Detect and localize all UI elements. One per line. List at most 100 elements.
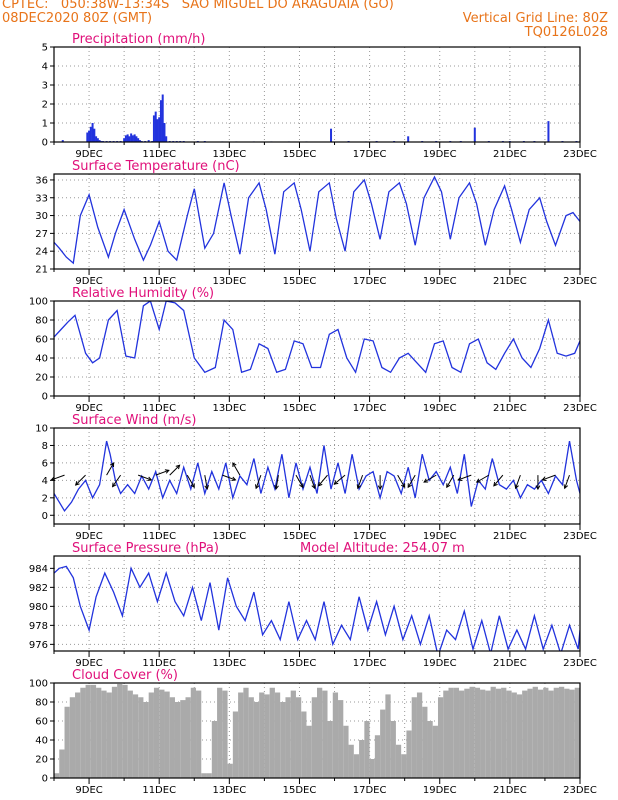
- y-tick-label: 27: [35, 229, 48, 240]
- data-bar: [138, 140, 141, 142]
- x-tick-label: 11DEC: [142, 403, 176, 414]
- wind-vector: [186, 474, 195, 488]
- x-tick-label: 13DEC: [212, 658, 246, 669]
- wind-arrowhead: [541, 476, 547, 482]
- plot-frame: [53, 46, 581, 143]
- y-tick-label: 4: [42, 62, 48, 73]
- data-bar: [485, 690, 491, 778]
- x-tick-label: 17DEC: [353, 149, 387, 160]
- wind-arrowhead: [255, 484, 260, 490]
- x-tick-label: 13DEC: [212, 403, 246, 414]
- wind-vector: [106, 462, 115, 476]
- x-tick-label: 19DEC: [423, 276, 457, 287]
- data-bar: [201, 773, 207, 778]
- y-tick-label: 980: [29, 602, 48, 613]
- data-bar: [59, 749, 65, 778]
- data-bar: [359, 740, 365, 778]
- y-tick-label: 3: [42, 81, 48, 92]
- data-bar: [148, 692, 154, 778]
- data-bar: [516, 694, 523, 778]
- data-bar: [222, 690, 228, 778]
- y-tick-label: 0: [42, 138, 48, 149]
- wind-arrowhead: [109, 462, 115, 468]
- data-bar: [269, 687, 275, 778]
- data-bar: [190, 687, 197, 778]
- chart-temperature: Surface Temperature (nC) 21 24 27 30 33 36 9DEC…: [35, 159, 597, 287]
- data-bar: [401, 754, 407, 778]
- x-tick-label: 21DEC: [493, 149, 527, 160]
- chart-precip: Precipitation (mm/h) 0 1 2 3 4 5 9DEC 11DEC 13DEC…: [42, 32, 597, 160]
- data-bar: [196, 690, 202, 778]
- x-tick-label: 17DEC: [353, 658, 387, 669]
- data-bar: [506, 690, 512, 778]
- x-tick-label: 11DEC: [142, 149, 176, 160]
- data-bar: [54, 773, 60, 778]
- y-tick-label: 2: [42, 100, 48, 111]
- data-bar: [89, 126, 92, 142]
- x-tick-label: 23DEC: [563, 785, 597, 796]
- data-bar: [153, 687, 160, 778]
- y-tick-label: 60: [35, 717, 48, 728]
- wind-vector: [309, 474, 316, 489]
- wind-arrowhead: [175, 464, 181, 470]
- chart-title: Surface Pressure (hPa): [72, 541, 219, 556]
- x-tick-label: 13DEC: [212, 276, 246, 287]
- chart-title: Surface Wind (m/s): [72, 413, 196, 428]
- x-tick-label: 23DEC: [563, 276, 597, 287]
- data-bar: [152, 115, 155, 142]
- wind-vector: [318, 474, 328, 487]
- x-tick-label: 15DEC: [283, 785, 317, 796]
- wind-arrowhead: [232, 462, 237, 468]
- data-bar: [154, 111, 157, 142]
- data-bar: [330, 128, 333, 142]
- data-bar: [564, 688, 570, 778]
- data-bar: [227, 763, 233, 778]
- y-tick-label: 36: [35, 175, 48, 186]
- data-bar: [180, 700, 186, 778]
- x-tick-label: 11DEC: [142, 531, 176, 542]
- y-tick-label: 40: [35, 736, 48, 747]
- data-bar: [156, 119, 159, 142]
- data-bar: [537, 689, 544, 778]
- data-bar: [427, 721, 433, 778]
- data-bar: [422, 706, 428, 778]
- x-tick-label: 17DEC: [353, 531, 387, 542]
- wind-arrowhead: [299, 483, 304, 489]
- data-bar: [543, 687, 549, 778]
- data-bar: [364, 721, 370, 778]
- data-bar: [127, 690, 133, 778]
- data-bar: [569, 689, 575, 778]
- data-bar: [473, 127, 476, 142]
- data-bar: [90, 684, 97, 778]
- plot-frame: [53, 682, 581, 779]
- data-bar: [158, 117, 161, 142]
- header-source-line: CPTEC: 050:38W-13:34S SAO MIGUEL DO ARAG…: [2, 0, 394, 12]
- x-tick-label: 15DEC: [283, 658, 317, 669]
- x-tick-label: 21DEC: [493, 276, 527, 287]
- data-bar: [159, 100, 162, 142]
- x-tick-label: 11DEC: [142, 785, 176, 796]
- y-tick-label: 80: [35, 316, 48, 327]
- x-tick-label: 23DEC: [563, 658, 597, 669]
- y-tick-label: 21: [35, 265, 48, 276]
- y-tick-label: 8: [42, 441, 48, 452]
- data-bar: [416, 692, 423, 778]
- x-tick-label: 23DEC: [563, 403, 597, 414]
- wind-vector: [564, 474, 570, 489]
- y-tick-label: 30: [35, 211, 48, 222]
- data-bar: [311, 697, 317, 778]
- wind-vector: [493, 474, 504, 487]
- x-tick-label: 19DEC: [423, 785, 457, 796]
- wind-arrowhead: [563, 484, 569, 490]
- wind-arrowhead: [423, 478, 429, 483]
- x-tick-label: 21DEC: [493, 531, 527, 542]
- y-tick-label: 20: [35, 755, 48, 766]
- data-bar: [85, 684, 91, 778]
- data-bar: [128, 136, 131, 142]
- wind-vector: [255, 474, 262, 489]
- wind-arrowhead: [475, 478, 481, 483]
- data-bar: [343, 725, 349, 778]
- data-bar: [407, 136, 410, 142]
- data-bar: [295, 697, 302, 778]
